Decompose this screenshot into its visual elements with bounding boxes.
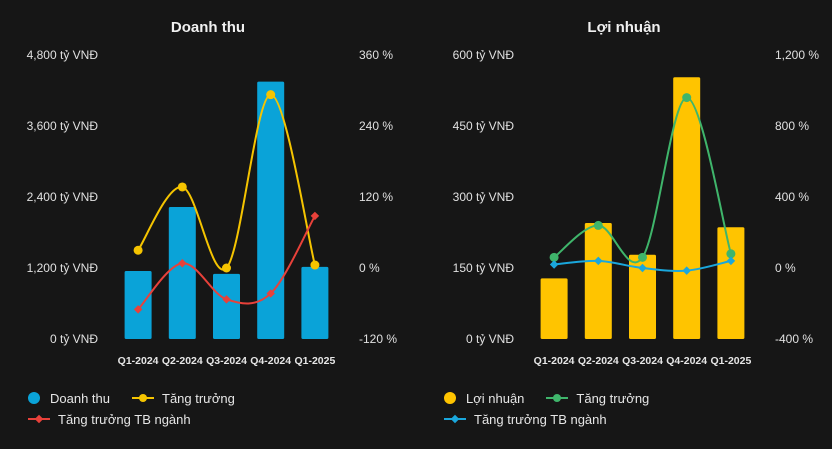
data-point <box>133 245 143 255</box>
left-axis-tick-label: 150 tỷ VNĐ <box>453 261 515 275</box>
data-point <box>593 220 603 230</box>
legend-item-growth[interactable]: Tăng trưởng <box>546 391 649 406</box>
x-axis-tick-label: Q1-2024 <box>534 355 575 367</box>
right-axis-tick-label: -400 % <box>775 332 813 346</box>
legend-label: Tăng trưởng <box>162 390 235 406</box>
series-line <box>137 93 316 271</box>
bar <box>257 81 285 339</box>
data-point <box>177 182 187 192</box>
data-point <box>549 252 559 262</box>
x-axis-tick-label: Q4-2024 <box>250 355 291 367</box>
data-point <box>310 260 320 270</box>
chart-legend: Lợi nhuận Tăng trưởng Tăng trưởng TB ngà… <box>444 388 671 430</box>
data-point <box>549 260 559 269</box>
x-axis-tick-label: Q2-2024 <box>162 355 203 367</box>
right-axis-tick-label: 1,200 % <box>775 48 819 62</box>
data-point <box>638 252 647 262</box>
data-point <box>266 289 275 298</box>
bar <box>629 254 656 339</box>
legend-item-industry-growth[interactable]: Tăng trưởng TB ngành <box>28 412 191 427</box>
right-axis-tick-label: 360 % <box>359 48 393 62</box>
left-axis-tick-label: 0 tỷ VNĐ <box>50 332 98 346</box>
bar <box>540 278 568 339</box>
data-point <box>682 266 691 275</box>
right-axis-tick-label: 120 % <box>359 190 393 204</box>
left-axis-tick-label: 3,600 tỷ VNĐ <box>27 119 99 133</box>
data-point <box>638 263 647 273</box>
x-axis-tick-label: Q3-2024 <box>206 355 247 367</box>
data-point <box>310 211 320 221</box>
left-axis-tick-label: 0 tỷ VNĐ <box>466 332 514 346</box>
left-axis-tick-label: 450 tỷ VNĐ <box>453 119 515 133</box>
legend-label: Doanh thu <box>50 390 110 406</box>
legend-swatch-revenue <box>28 392 40 404</box>
right-axis-tick-label: 800 % <box>775 119 809 133</box>
legend-item-profit[interactable]: Lợi nhuận <box>444 391 524 406</box>
legend-label: Tăng trưởng <box>576 390 650 406</box>
x-axis-tick-label: Q1-2024 <box>118 355 159 367</box>
legend-swatch-profit <box>444 392 456 404</box>
chart-title: Doanh thu <box>170 19 246 36</box>
left-axis-tick-label: 600 tỷ VNĐ <box>453 48 515 62</box>
x-axis-tick-label: Q1-2025 <box>710 355 751 367</box>
legend-label: Tăng trưởng TB ngành <box>474 411 607 427</box>
left-axis-tick-label: 4,800 tỷ VNĐ <box>27 48 99 62</box>
data-point <box>682 93 692 103</box>
x-axis-tick-label: Q3-2024 <box>622 355 663 367</box>
legend-label: Lợi nhuận <box>466 390 525 406</box>
right-axis-tick-label: 240 % <box>359 119 393 133</box>
bar <box>673 77 701 339</box>
data-point <box>178 259 187 268</box>
series-line <box>553 96 732 264</box>
left-axis-tick-label: 300 tỷ VNĐ <box>453 190 515 204</box>
revenue-chart-panel: Doanh thu 4,800 tỷ VNĐ 3,600 tỷ VNĐ 2,400 … <box>27 19 398 430</box>
legend-item-growth[interactable]: Tăng trưởng <box>132 391 235 406</box>
bar <box>213 273 240 339</box>
data-point <box>266 90 276 100</box>
legend-label: Tăng trưởng TB ngành <box>58 411 191 427</box>
data-point <box>726 256 736 266</box>
x-axis-tick-label: Q1-2025 <box>294 355 335 367</box>
right-axis-tick-label: -120 % <box>359 332 397 346</box>
chart-title: Lợi nhuận <box>587 19 661 36</box>
left-axis-tick-label: 1,200 tỷ VNĐ <box>27 261 99 275</box>
data-point <box>594 256 603 266</box>
data-point <box>222 295 231 304</box>
profit-chart-svg: 600 tỷ VNĐ 450 tỷ VNĐ 300 tỷ VNĐ 150 tỷ VNĐ… <box>453 48 820 367</box>
left-axis-tick-label: 2,400 tỷ VNĐ <box>27 190 99 204</box>
data-point <box>133 305 143 314</box>
legend-swatch-industry-growth <box>28 413 50 425</box>
bar <box>301 266 329 339</box>
bar <box>124 270 152 339</box>
legend-item-revenue[interactable]: Doanh thu <box>28 391 110 406</box>
right-axis-tick-label: 0 % <box>775 261 796 275</box>
profit-chart-panel: Lợi nhuận 600 tỷ VNĐ 450 tỷ VNĐ 300 tỷ VNĐ… <box>416 0 832 449</box>
data-point <box>222 263 231 273</box>
x-axis-tick-label: Q4-2024 <box>666 355 707 367</box>
legend-swatch-industry-growth <box>444 413 466 425</box>
x-axis-tick-label: Q2-2024 <box>578 355 619 367</box>
legend-swatch-growth <box>132 392 154 404</box>
legend-swatch-growth <box>546 392 569 404</box>
right-axis-tick-label: 400 % <box>775 190 809 204</box>
legend-item-industry-growth[interactable]: Tăng trưởng TB ngành <box>444 412 607 427</box>
bar <box>168 207 196 339</box>
data-point <box>726 249 736 259</box>
chart-legend: Doanh thu Tăng trưởng Tăng trưởng TB ngà… <box>28 388 257 430</box>
right-axis-tick-label: 0 % <box>359 261 380 275</box>
bar <box>584 223 612 339</box>
bar <box>717 227 745 339</box>
revenue-chart-svg: 4,800 tỷ VNĐ 3,600 tỷ VNĐ 2,400 tỷ VNĐ 1,20… <box>27 48 398 367</box>
